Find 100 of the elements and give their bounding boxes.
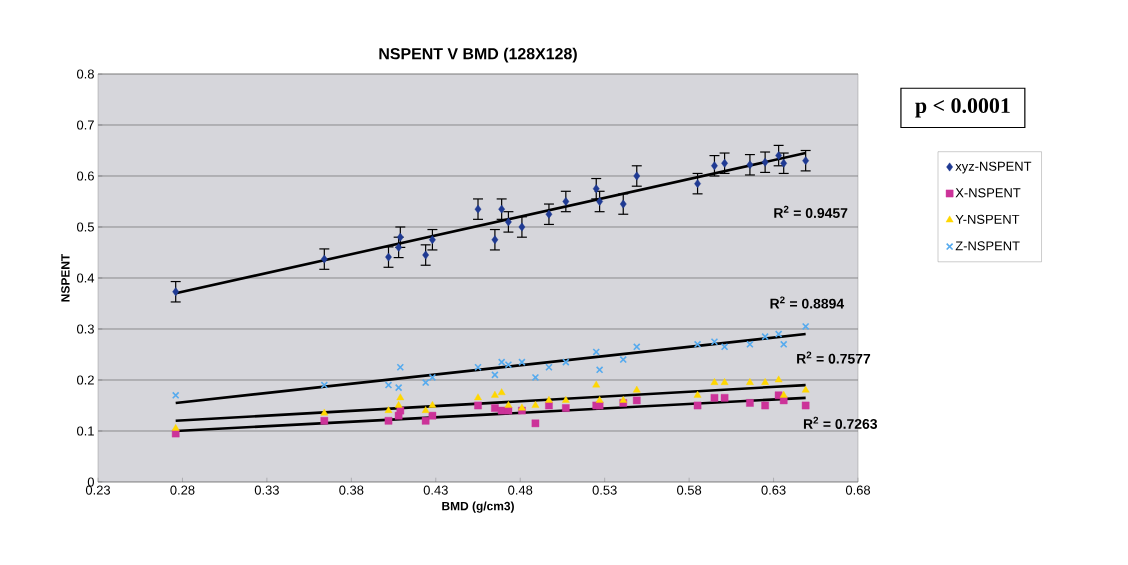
point xyxy=(396,393,405,401)
point xyxy=(711,161,718,171)
point xyxy=(801,322,810,331)
point xyxy=(693,401,702,410)
point xyxy=(428,411,437,420)
point xyxy=(694,179,701,189)
point xyxy=(802,156,809,166)
point xyxy=(545,396,553,403)
point xyxy=(633,343,641,351)
y-tick-label: 0.6 xyxy=(76,171,94,181)
chart-title: NSPENT V BMD (128X128) xyxy=(379,47,577,63)
x-tick-label: 0.28 xyxy=(170,485,195,495)
x-tick-label: 0.38 xyxy=(339,485,364,495)
point xyxy=(491,390,499,398)
point xyxy=(320,417,329,425)
annotation: R$^{2}$ = 0.8894 xyxy=(770,296,845,309)
point xyxy=(774,375,783,383)
point xyxy=(518,222,526,232)
point xyxy=(171,429,180,438)
text: p < 0.0001 xyxy=(915,98,1010,118)
y-tick-label: 0.8 xyxy=(76,69,94,79)
point xyxy=(721,158,728,168)
x-tick-label: 0.68 xyxy=(845,485,871,495)
point xyxy=(518,403,526,411)
point xyxy=(632,385,641,393)
point xyxy=(779,390,788,398)
point xyxy=(596,197,603,206)
point xyxy=(394,401,403,408)
point xyxy=(474,393,482,401)
point xyxy=(720,378,729,385)
point xyxy=(710,394,719,402)
point xyxy=(633,171,641,181)
point xyxy=(396,406,405,415)
y-tick-label: 0 xyxy=(87,477,94,487)
point xyxy=(531,373,540,382)
point xyxy=(531,401,540,408)
y-tick-label: 0.7 xyxy=(76,120,94,130)
point xyxy=(779,396,788,405)
point xyxy=(429,235,436,245)
point xyxy=(761,157,769,167)
legend-label: Y-NSPENT xyxy=(955,214,1020,224)
point xyxy=(497,388,506,396)
point xyxy=(320,254,328,264)
point xyxy=(619,396,628,403)
annotation: R$^{2}$ = 0.7263 xyxy=(803,416,878,429)
point xyxy=(720,394,729,402)
point xyxy=(384,417,393,425)
point xyxy=(504,401,513,408)
annotation: R$^{2}$ = 0.7577 xyxy=(797,351,871,364)
legend-label: X-NSPENT xyxy=(955,188,1021,198)
point xyxy=(562,396,570,403)
x-tick-label: 0.63 xyxy=(761,485,786,495)
point xyxy=(491,235,499,245)
x-tick-label: 0.33 xyxy=(254,485,279,495)
point xyxy=(562,197,570,206)
point xyxy=(171,391,180,400)
point xyxy=(531,419,540,428)
y-tick-label: 0.2 xyxy=(76,375,94,385)
y-tick-label: 0.5 xyxy=(76,222,94,232)
point xyxy=(384,406,393,413)
point xyxy=(491,404,499,412)
point xyxy=(172,287,180,297)
point xyxy=(619,199,627,209)
point xyxy=(474,204,482,214)
point xyxy=(761,401,769,410)
point xyxy=(775,151,782,160)
point xyxy=(497,406,506,415)
point xyxy=(396,363,405,371)
x-tick-label: 0.23 xyxy=(85,485,111,495)
point xyxy=(505,217,512,227)
point xyxy=(746,378,754,385)
point xyxy=(592,380,601,388)
point xyxy=(518,358,526,366)
point xyxy=(396,232,404,242)
point xyxy=(474,401,482,410)
point xyxy=(595,396,604,403)
point xyxy=(395,243,402,252)
x-tick-label: 0.43 xyxy=(423,485,448,495)
legend-label: xyz-NSPENT xyxy=(955,161,1032,174)
point xyxy=(562,404,570,412)
point xyxy=(394,383,403,392)
point xyxy=(779,340,788,349)
point xyxy=(746,399,754,407)
point xyxy=(422,250,429,260)
point xyxy=(545,209,553,219)
point xyxy=(428,373,437,382)
point xyxy=(491,371,499,379)
point xyxy=(421,378,430,387)
point xyxy=(504,406,513,415)
x-axis-title: BMD (g/cm3) xyxy=(442,501,514,513)
y-tick-label: 0.3 xyxy=(76,324,94,334)
point xyxy=(421,417,430,425)
point xyxy=(710,378,719,385)
x-tick-label: 0.53 xyxy=(592,485,617,495)
x-tick-label: 0.48 xyxy=(508,485,533,495)
point xyxy=(320,408,329,416)
y-axis-title: NSPENT xyxy=(61,253,70,302)
point xyxy=(746,160,754,170)
point xyxy=(801,385,810,393)
annotation: R$^{2}$ = 0.9457 xyxy=(774,205,848,218)
